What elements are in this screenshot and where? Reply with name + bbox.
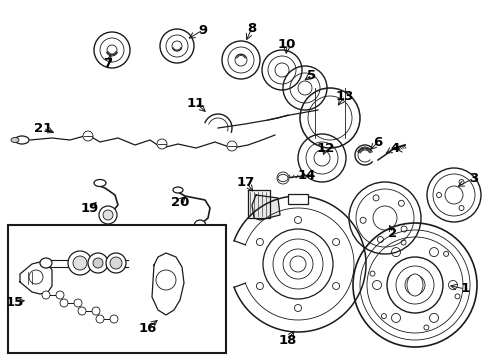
Ellipse shape — [40, 258, 52, 268]
Circle shape — [78, 307, 86, 315]
Circle shape — [276, 172, 288, 184]
Text: 3: 3 — [468, 171, 478, 185]
Circle shape — [88, 253, 108, 273]
Text: 17: 17 — [236, 176, 255, 189]
Circle shape — [83, 131, 93, 141]
Text: 7: 7 — [103, 57, 112, 69]
Circle shape — [93, 258, 103, 268]
Circle shape — [60, 299, 68, 307]
Circle shape — [194, 220, 205, 232]
Text: 8: 8 — [247, 22, 256, 35]
Polygon shape — [152, 253, 183, 315]
Ellipse shape — [196, 230, 203, 234]
Circle shape — [73, 256, 87, 270]
Text: 1: 1 — [460, 283, 468, 296]
Text: 16: 16 — [139, 321, 157, 334]
Ellipse shape — [173, 187, 183, 193]
Text: 19: 19 — [81, 202, 99, 215]
Circle shape — [99, 206, 117, 224]
Ellipse shape — [11, 138, 19, 143]
Text: 20: 20 — [170, 195, 189, 208]
Circle shape — [92, 307, 100, 315]
Ellipse shape — [113, 233, 123, 239]
Ellipse shape — [278, 175, 287, 181]
Circle shape — [106, 253, 126, 273]
Ellipse shape — [406, 274, 422, 296]
Circle shape — [103, 210, 113, 220]
Bar — [8, 225, 225, 353]
Ellipse shape — [15, 136, 29, 144]
Polygon shape — [251, 195, 280, 220]
Text: 11: 11 — [186, 96, 204, 109]
Circle shape — [110, 315, 118, 323]
Text: 5: 5 — [307, 68, 316, 81]
Text: 15: 15 — [6, 296, 24, 309]
Text: 14: 14 — [297, 168, 316, 181]
Polygon shape — [247, 190, 269, 218]
Circle shape — [110, 257, 122, 269]
Bar — [287, 194, 307, 204]
Circle shape — [56, 291, 64, 299]
Text: 9: 9 — [198, 23, 207, 36]
Circle shape — [42, 291, 50, 299]
Circle shape — [74, 299, 82, 307]
Circle shape — [29, 270, 43, 284]
Text: 2: 2 — [387, 226, 397, 239]
Circle shape — [404, 275, 424, 295]
Text: 21: 21 — [34, 122, 52, 135]
Text: 18: 18 — [278, 333, 297, 346]
Polygon shape — [20, 262, 52, 294]
Circle shape — [156, 270, 176, 290]
Ellipse shape — [94, 180, 106, 186]
Text: 10: 10 — [277, 37, 296, 50]
Text: 6: 6 — [373, 135, 382, 149]
Circle shape — [68, 251, 92, 275]
Circle shape — [226, 141, 237, 151]
Circle shape — [96, 315, 104, 323]
Text: 13: 13 — [335, 90, 353, 103]
Text: 4: 4 — [389, 141, 399, 154]
Circle shape — [157, 139, 167, 149]
Text: 12: 12 — [316, 141, 334, 154]
